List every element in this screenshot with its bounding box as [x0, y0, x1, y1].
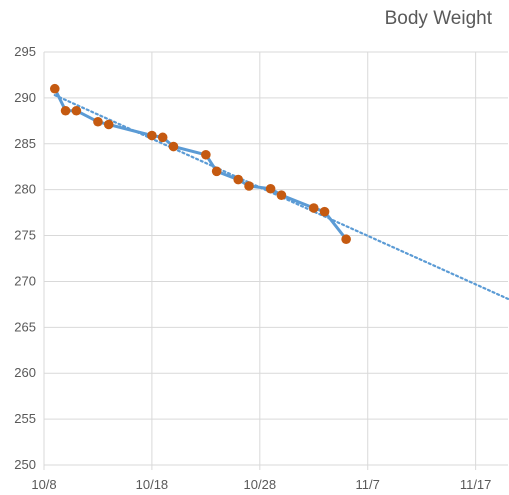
data-point: [244, 181, 254, 191]
data-point: [147, 130, 157, 141]
data-point: [308, 203, 319, 213]
y-tick-label: 290: [14, 90, 36, 105]
x-tick-labels: 10/8 10/18 10/28 11/7 11/17: [31, 477, 491, 492]
x-tick-label: 10/28: [244, 477, 277, 492]
data-point: [265, 183, 276, 194]
chart-title: Body Weight: [385, 8, 493, 29]
y-tick-label: 275: [14, 228, 36, 243]
data-point: [93, 116, 103, 127]
data-point: [71, 105, 82, 116]
data-point: [276, 190, 287, 200]
series-line-layer: [53, 87, 348, 241]
data-point: [233, 174, 244, 185]
axes: [43, 464, 508, 470]
x-tick-label: 10/8: [31, 477, 56, 492]
x-tick-label: 10/18: [136, 477, 169, 492]
data-point: [157, 132, 168, 143]
data-points: [49, 83, 351, 245]
y-tick-label: 265: [14, 319, 36, 334]
data-point: [201, 149, 211, 160]
data-point: [60, 105, 71, 116]
gridlines: [43, 51, 508, 465]
y-tick-label: 285: [14, 136, 36, 151]
data-point: [319, 206, 330, 217]
y-tick-label: 250: [14, 457, 36, 472]
y-tick-label: 295: [14, 44, 36, 59]
y-tick-labels: 250 255 260 265 270 275 280 285 290 295: [14, 44, 36, 472]
series-line: [53, 87, 348, 241]
y-tick-label: 260: [14, 365, 36, 380]
data-point: [103, 119, 114, 130]
y-tick-label: 255: [14, 411, 36, 426]
data-point: [341, 234, 351, 245]
x-tick-label: 11/17: [460, 477, 492, 492]
x-tick-label: 11/7: [356, 477, 380, 492]
data-point: [168, 141, 179, 152]
y-tick-label: 280: [14, 182, 36, 197]
data-point: [49, 83, 60, 94]
y-tick-label: 270: [14, 273, 36, 288]
data-point: [211, 166, 222, 177]
